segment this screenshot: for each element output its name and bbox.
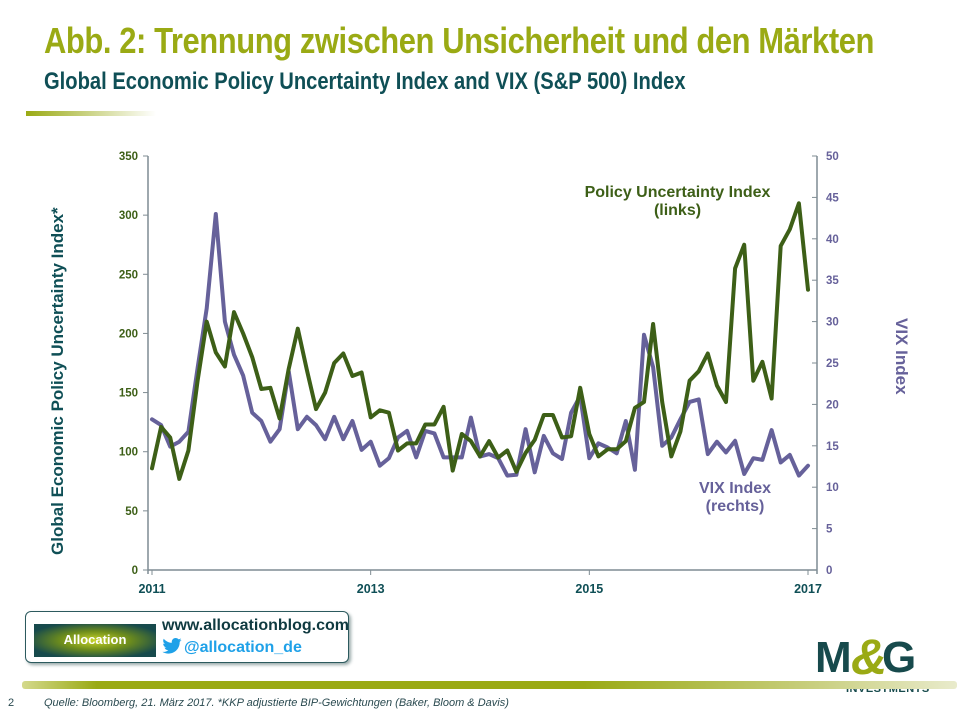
vix-annotation: VIX Index (rechts) [680, 480, 790, 516]
left-y-tick-label: 200 [119, 328, 138, 340]
source-note: Quelle: Bloomberg, 21. März 2017. *KKP a… [44, 697, 509, 709]
mg-logo-m: M [815, 633, 852, 682]
right-y-tick-label: 25 [826, 358, 839, 370]
vix-annotation-line1: VIX Index [698, 480, 772, 497]
right-y-tick-label: 40 [826, 234, 839, 246]
title-underline [26, 111, 156, 116]
right-axis-label: VIX Index [892, 318, 911, 395]
page-title: Abb. 2: Trennung zwischen Unsicherheit u… [44, 20, 874, 61]
decorative-brush-stroke [22, 681, 957, 689]
epu-annotation: Policy Uncertainty Index (links) [565, 184, 790, 220]
right-y-tick-label: 20 [826, 399, 839, 411]
blog-promo-box[interactable]: Allocation www.allocationblog.com @alloc… [25, 611, 349, 663]
right-y-tick-label: 10 [826, 482, 839, 494]
chart-series [150, 201, 810, 481]
left-y-tick-label: 50 [125, 506, 138, 518]
left-y-tick-label: 100 [119, 447, 138, 459]
x-tick-label: 2017 [794, 582, 822, 596]
allocation-logo-text: Allocation [63, 632, 127, 647]
twitter-bird-icon [162, 638, 182, 654]
page-subtitle: Global Economic Policy Uncertainty Index… [44, 68, 686, 95]
chart-axes: 0 50 100 150 200 250 300 350 0 5 10 15 20 25 30 35 40 45 5… [119, 151, 840, 596]
left-y-tick-label: 0 [132, 565, 138, 577]
right-y-tick-label: 0 [826, 565, 832, 577]
vix-annotation-line2: (rechts) [705, 498, 765, 515]
right-y-tick-label: 5 [826, 524, 833, 536]
left-y-tick-label: 150 [119, 388, 138, 400]
right-y-tick-label: 35 [826, 275, 839, 287]
twitter-handle-link[interactable]: @allocation_de [162, 638, 302, 657]
left-axis-label: Global Economic Policy Uncertainty Index… [48, 207, 67, 555]
twitter-handle-text[interactable]: @allocation_de [184, 639, 302, 656]
mg-logo-ampersand: & [851, 629, 888, 685]
left-y-tick-label: 300 [119, 210, 138, 222]
blog-url-link[interactable]: www.allocationblog.com [162, 617, 349, 634]
right-y-tick-label: 30 [826, 317, 839, 329]
x-tick-label: 2013 [357, 582, 385, 596]
x-tick-label: 2015 [575, 582, 603, 596]
allocation-logo: Allocation [34, 624, 156, 657]
policy-uncertainty-line [150, 201, 810, 481]
vix-index-line [150, 212, 810, 478]
left-y-tick-label: 350 [119, 151, 138, 163]
right-y-tick-label: 50 [826, 151, 839, 163]
right-y-tick-label: 15 [826, 441, 839, 453]
left-y-tick-label: 250 [119, 269, 138, 281]
x-tick-label: 2011 [138, 582, 165, 596]
epu-annotation-line2: (links) [653, 202, 702, 219]
right-y-tick-label: 45 [826, 192, 839, 204]
page-number: 2 [8, 697, 15, 709]
epu-annotation-line1: Policy Uncertainty Index [584, 184, 771, 201]
mg-logo-g: G [882, 633, 917, 682]
